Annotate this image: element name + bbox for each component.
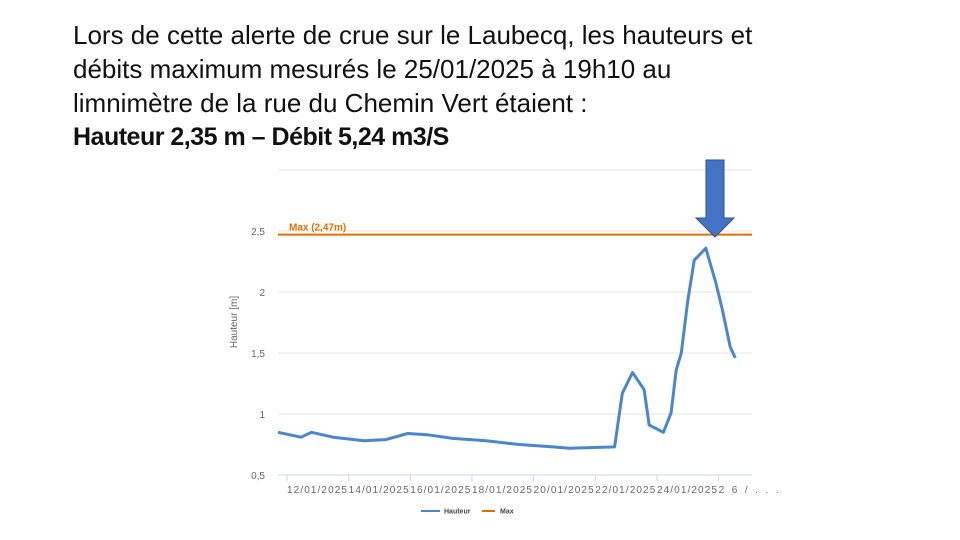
x-tick-label: 22/01/2025 [595,485,655,496]
y-axis-label: Hauteur [m] [229,296,240,348]
grid-lines [278,169,752,481]
series-hauteur-line [277,246,737,450]
x-tick-labels: 12/01/2025 14/01/2025 16/01/2025 18/01/2025… [287,485,779,496]
title-line-2: débits maximum mesurés le 25/01/2025 à 1… [73,54,672,84]
y-tick-label: 1,5 [251,349,265,360]
title-line-1: Lors de cette alerte de crue sur le Laub… [73,20,753,50]
y-tick-label: 1 [259,410,265,421]
x-tick-label: 16/01/2025 [410,485,470,496]
x-tick-label: 26/... [719,485,779,496]
x-tick-label: 14/01/2025 [349,485,409,496]
y-tick-label: 0,5 [251,471,265,482]
legend-hauteur-label: Hauteur [444,509,471,516]
x-tick-label: 20/01/2025 [534,485,594,496]
down-arrow-icon [694,159,736,238]
slide-title: Lors de cette alerte de crue sur le Laub… [73,18,933,154]
title-line-3: limnimètre de la rue du Chemin Vert étai… [73,88,588,118]
legend: Hauteur Max [421,509,514,516]
x-tick-label: 12/01/2025 [287,485,347,496]
x-tick-label: 24/01/2025 [657,485,717,496]
legend-max-label: Max [500,509,514,516]
title-highlight: Hauteur 2,35 m – Débit 5,24 m3/S [73,123,449,151]
y-tick-label: 2 [259,288,265,299]
x-tick-label: 18/01/2025 [472,485,532,496]
y-tick-labels: 0,5 1 1,5 2 2,5 [251,227,265,482]
y-tick-label: 2,5 [251,227,265,238]
max-line-label: Max (2,47m) [289,223,346,234]
